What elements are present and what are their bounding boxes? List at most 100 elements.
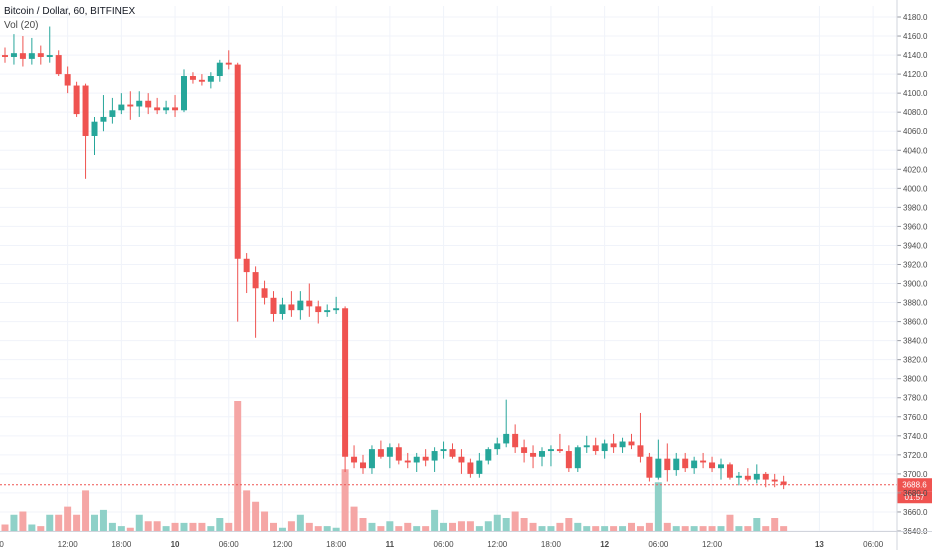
- candle-body: [673, 458, 680, 471]
- candle-body: [601, 443, 608, 452]
- candle-body: [610, 443, 617, 448]
- volume-bar: [556, 522, 564, 531]
- x-tick-label: 12: [600, 540, 609, 549]
- volume-bar: [108, 522, 116, 531]
- candle-body: [583, 445, 590, 448]
- candle-body: [181, 76, 187, 111]
- x-tick-label: 12:00: [487, 540, 508, 549]
- volume-indicator-label: Vol (20): [4, 20, 39, 31]
- last-price-badge: [897, 478, 932, 492]
- y-tick-label: 3760.0: [903, 413, 928, 422]
- candle-body: [377, 449, 384, 457]
- x-tick-label: 18:00: [111, 540, 132, 549]
- volume-bar: [287, 521, 295, 531]
- candle-body: [333, 308, 340, 311]
- volume-bar: [126, 527, 134, 531]
- candle-body: [306, 300, 313, 307]
- y-tick-label: 3660.0: [903, 508, 928, 517]
- volume-bar: [73, 514, 81, 531]
- candle-body: [261, 288, 268, 298]
- candle-body: [664, 458, 671, 471]
- volume-bar: [771, 518, 779, 531]
- volume-bar: [386, 521, 394, 531]
- candle-body: [91, 121, 98, 136]
- candle-body: [449, 449, 456, 457]
- volume-bar: [144, 521, 152, 531]
- y-tick-label: 3800.0: [903, 375, 928, 384]
- countdown-badge: [897, 491, 932, 504]
- volume-bar: [592, 526, 600, 531]
- candle-body: [700, 460, 707, 463]
- volume-bar: [243, 490, 251, 531]
- volume-bar: [252, 501, 260, 531]
- volume-bar: [377, 526, 385, 531]
- candle-body: [404, 460, 411, 463]
- candle-body: [216, 62, 223, 77]
- volume-bar: [449, 522, 456, 531]
- y-tick-label: 3680.0: [903, 489, 928, 498]
- legend: Bitcoin / Dollar, 60, BITFINEX Vol (20): [4, 5, 135, 33]
- candle-body: [431, 451, 438, 461]
- volume-bar: [583, 526, 591, 531]
- candle-body: [64, 74, 71, 86]
- candle-body: [530, 452, 537, 457]
- volume-bar: [350, 506, 358, 531]
- y-tick-label: 3780.0: [903, 394, 928, 403]
- volume-bar: [619, 526, 627, 531]
- candle-body: [136, 100, 143, 107]
- volume-bar: [323, 526, 331, 531]
- candle-body: [494, 443, 501, 450]
- volume-bar: [493, 514, 501, 531]
- candle-body: [324, 310, 331, 313]
- candle-body: [100, 116, 107, 122]
- volume-bar: [296, 514, 304, 531]
- volume-bar: [690, 526, 698, 531]
- volume-bar: [601, 526, 609, 531]
- volume-bar: [466, 521, 474, 531]
- volume-bar: [207, 526, 215, 531]
- x-tick-label: 06:00: [648, 540, 669, 549]
- volume-bar: [565, 518, 573, 531]
- volume-bar: [663, 522, 671, 531]
- y-tick-label: 4160.0: [903, 32, 928, 41]
- x-tick-label: 11: [386, 540, 395, 549]
- price-axis[interactable]: 4180.0 4160.0 4140.0 4120.0 4100.0 4080.0 4060…: [896, 0, 928, 550]
- candle-body: [476, 460, 483, 474]
- volume-bar: [37, 526, 45, 531]
- y-tick-label: 3920.0: [903, 260, 928, 269]
- candle-body: [574, 447, 581, 469]
- volume-bar: [359, 518, 367, 531]
- volume-bar: [708, 526, 716, 531]
- candle-body: [413, 456, 420, 463]
- candle-body: [726, 464, 733, 478]
- x-tick-label: 10: [171, 540, 180, 549]
- candle-body: [109, 110, 116, 117]
- candle-body: [73, 85, 80, 115]
- volume-bar: [28, 524, 36, 531]
- volume-bar: [681, 526, 689, 531]
- volume-bar: [520, 518, 528, 531]
- candle-body: [592, 445, 599, 452]
- candle-body: [118, 104, 125, 111]
- volume-bar: [645, 522, 653, 531]
- candle-body: [279, 304, 286, 314]
- volume-bar: [46, 514, 54, 531]
- candle-body: [127, 104, 134, 107]
- volume-bar: [511, 511, 519, 531]
- candle-body: [207, 76, 214, 82]
- candle-body: [46, 55, 53, 57]
- volume-bar: [10, 514, 18, 531]
- time-axis[interactable]: 6:00 12:00 18:00 10 06:00 12:00 18:00 11 06:00 12…: [0, 531, 932, 550]
- candle-body: [198, 79, 205, 82]
- candle-body: [270, 297, 277, 314]
- candle-body: [512, 433, 519, 448]
- y-tick-label: 4180.0: [903, 13, 928, 22]
- volume-bar: [171, 522, 179, 531]
- x-tick-label: 12:00: [58, 540, 79, 549]
- volume-bar: [636, 526, 644, 531]
- volume-bar: [431, 509, 439, 531]
- volume-bar: [547, 526, 555, 531]
- x-tick-label: 18:00: [541, 540, 562, 549]
- candle-body: [762, 473, 769, 480]
